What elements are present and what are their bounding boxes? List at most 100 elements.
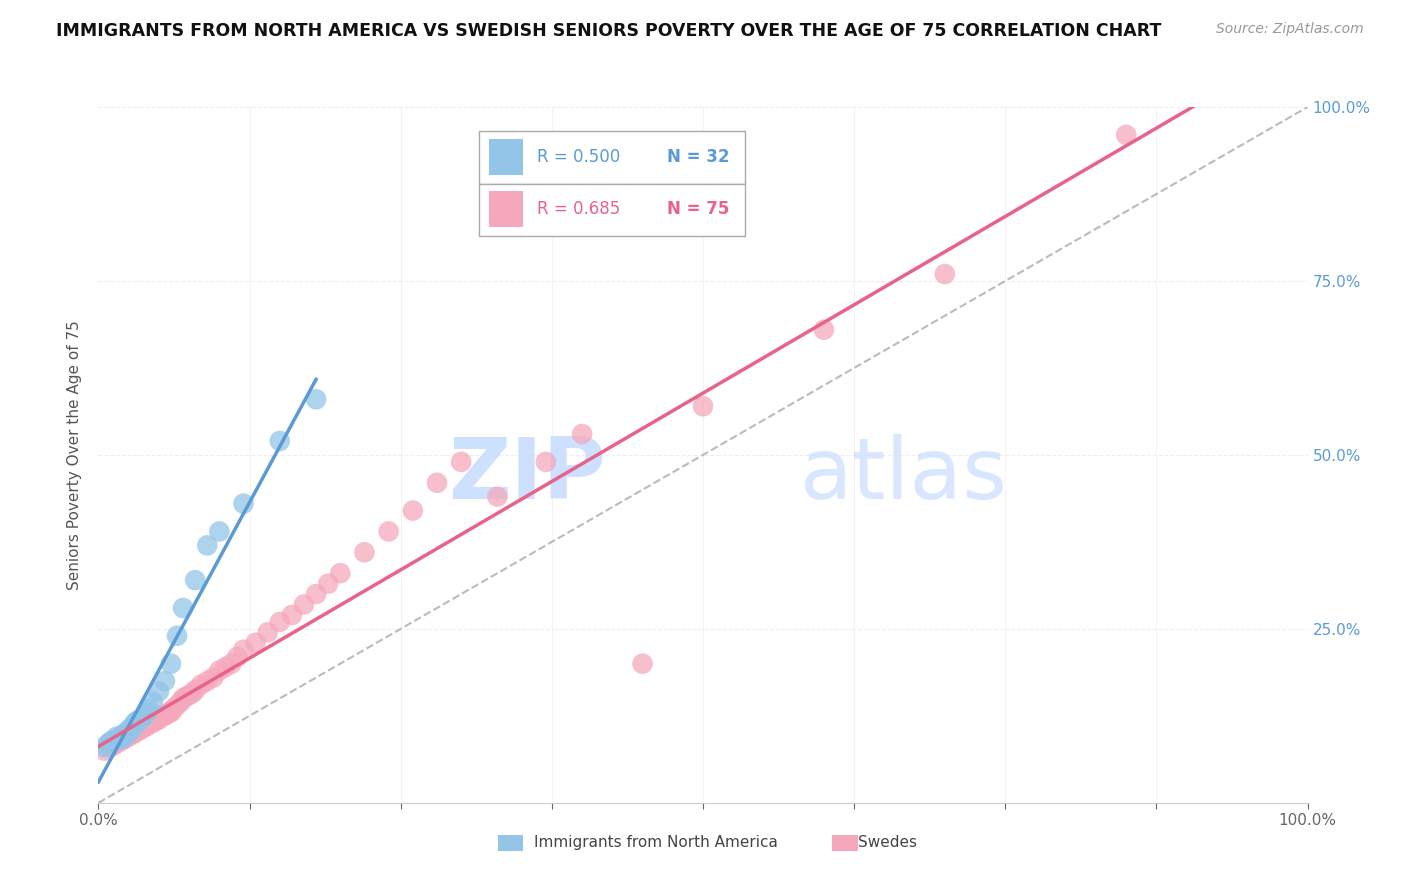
Point (195, 538, 218, 552)
Point (571, 427, 593, 442)
Point (169, 695, 191, 709)
Point (174, 690, 197, 704)
Point (108, 730, 131, 744)
Point (135, 718, 157, 732)
Point (108, 733, 131, 747)
Point (208, 664, 231, 678)
Point (127, 724, 149, 739)
Point (166, 698, 188, 713)
Point (139, 715, 162, 730)
Point (377, 524, 399, 539)
Text: N = 75: N = 75 (666, 201, 730, 219)
Point (105, 734, 128, 748)
Point (93, 740, 115, 755)
Point (100, 740, 122, 755)
Point (93, 744, 115, 758)
Point (142, 715, 165, 730)
Text: Immigrants from North America: Immigrants from North America (534, 836, 778, 850)
Point (631, 657, 654, 671)
Point (111, 728, 134, 742)
Point (121, 726, 143, 740)
Point (184, 683, 207, 698)
Text: N = 32: N = 32 (666, 148, 730, 166)
Point (118, 728, 141, 742)
Point (153, 674, 176, 689)
Point (353, 545, 375, 559)
Point (156, 706, 179, 721)
Point (316, 576, 339, 591)
Point (108, 733, 131, 747)
Point (813, 323, 835, 337)
Point (160, 657, 183, 671)
Point (181, 686, 204, 700)
Point (127, 723, 149, 737)
Point (101, 738, 124, 752)
Text: atlas: atlas (800, 434, 1008, 517)
Point (281, 607, 304, 622)
Point (129, 712, 152, 726)
Text: IMMIGRANTS FROM NORTH AMERICA VS SWEDISH SENIORS POVERTY OVER THE AGE OF 75 CORR: IMMIGRANTS FROM NORTH AMERICA VS SWEDISH… (56, 22, 1161, 40)
Point (111, 731, 134, 746)
Point (190, 677, 212, 691)
Point (124, 719, 146, 733)
Point (105, 733, 128, 747)
Point (129, 723, 152, 737)
Point (114, 731, 136, 745)
Point (226, 649, 249, 664)
Point (179, 688, 201, 702)
Point (208, 524, 231, 539)
Point (232, 497, 254, 511)
Point (101, 733, 124, 747)
Point (142, 695, 165, 709)
Point (97, 737, 120, 751)
Point (269, 434, 291, 448)
Bar (489, 191, 523, 227)
Point (150, 708, 173, 723)
Point (135, 706, 157, 720)
Point (292, 598, 315, 612)
Point (329, 566, 352, 581)
Point (111, 733, 134, 747)
Text: ZIP: ZIP (449, 434, 606, 517)
Point (145, 714, 167, 728)
Point (202, 671, 225, 685)
Point (269, 615, 291, 629)
Point (232, 642, 254, 657)
Point (934, 267, 956, 281)
Point (134, 708, 156, 723)
Point (184, 573, 207, 587)
Point (195, 674, 218, 689)
Point (305, 392, 328, 407)
FancyBboxPatch shape (479, 184, 745, 235)
Point (127, 714, 149, 728)
Point (134, 719, 156, 733)
Point (160, 704, 183, 718)
Text: Source: ZipAtlas.com: Source: ZipAtlas.com (1216, 22, 1364, 37)
Point (486, 490, 509, 504)
Point (120, 728, 142, 742)
Point (245, 636, 267, 650)
Point (100, 734, 122, 748)
Bar (498, 835, 523, 851)
Point (124, 724, 146, 739)
Point (402, 503, 425, 517)
Point (138, 717, 160, 731)
Bar (832, 835, 858, 851)
Point (172, 601, 194, 615)
Point (221, 657, 243, 671)
Point (118, 726, 141, 740)
Point (534, 455, 557, 469)
Point (124, 726, 146, 740)
Point (135, 719, 157, 733)
Point (256, 625, 278, 640)
Point (450, 455, 472, 469)
Point (148, 711, 170, 725)
Y-axis label: Seniors Poverty Over the Age of 75: Seniors Poverty Over the Age of 75 (67, 320, 83, 590)
Point (214, 660, 236, 674)
Point (100, 739, 122, 753)
Point (162, 702, 184, 716)
Point (118, 723, 141, 737)
Point (118, 730, 141, 744)
Point (114, 730, 136, 744)
Point (148, 684, 170, 698)
